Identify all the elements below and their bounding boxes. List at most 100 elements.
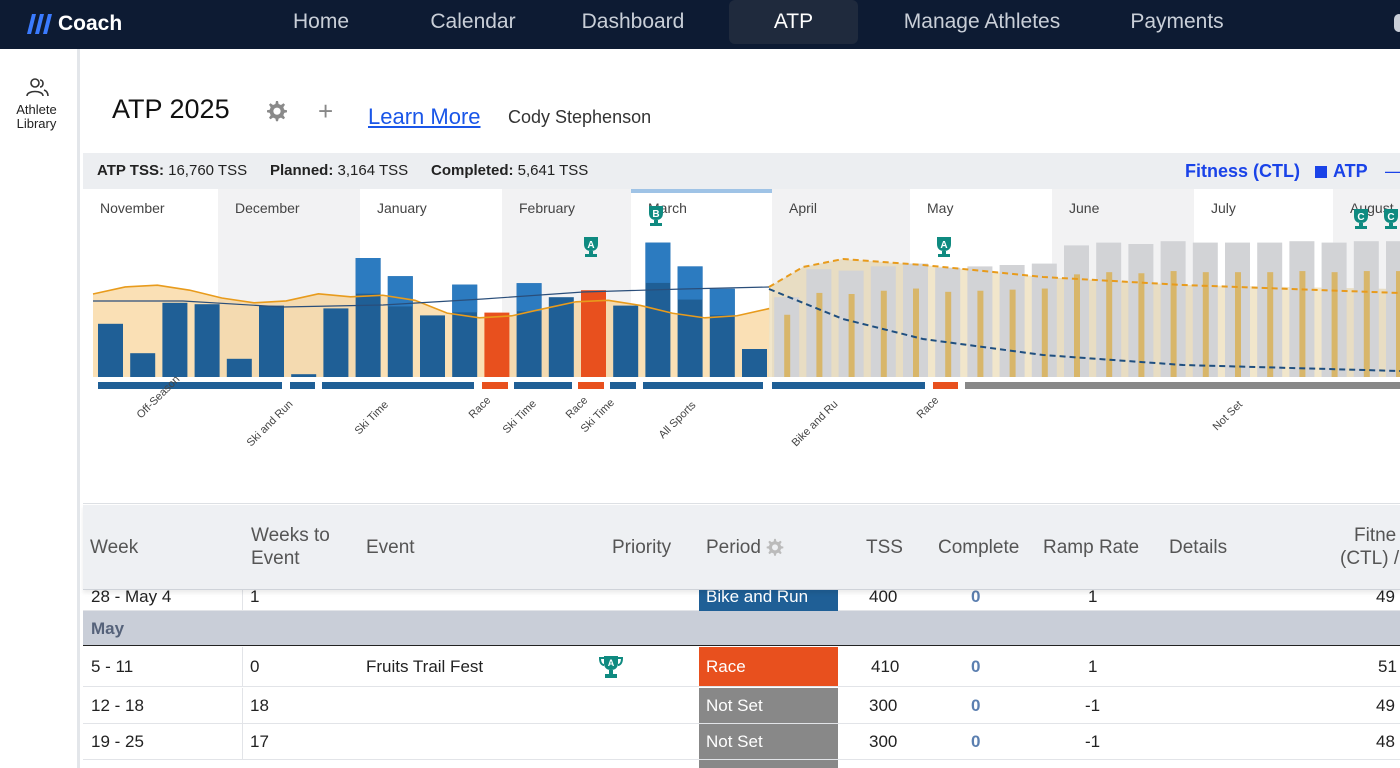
athlete-name: Cody Stephenson bbox=[508, 107, 652, 127]
row-period-cell[interactable]: Not Set bbox=[699, 688, 838, 723]
row-tss[interactable]: 400 bbox=[869, 590, 898, 606]
row-week: 19 - 25 bbox=[91, 732, 144, 751]
race-trophy-icon[interactable]: C bbox=[1354, 209, 1368, 229]
race-trophy-icon[interactable]: A bbox=[937, 237, 951, 257]
period-bar bbox=[933, 382, 958, 389]
race-priority-letter: B bbox=[652, 209, 659, 220]
tss-summary-bar: ATP TSS: 16,760 TSS Planned: 3,164 TSS C… bbox=[83, 153, 1400, 189]
priority-a-trophy-icon: A bbox=[598, 656, 624, 678]
col-details[interactable]: Details bbox=[1169, 537, 1228, 558]
month-label: May bbox=[927, 200, 953, 216]
planned-stat: Planned: 3,164 TSS bbox=[270, 153, 408, 189]
sidebar-label-line1: Athlete bbox=[16, 102, 57, 117]
table-row[interactable]: 12 - 18 18 Not Set 300 0 -1 49 bbox=[83, 688, 1400, 724]
legend-dash: — bbox=[1385, 153, 1400, 189]
app-name: Coach bbox=[58, 12, 123, 35]
col-week[interactable]: Week bbox=[90, 537, 139, 558]
row-tss[interactable]: 300 bbox=[869, 696, 898, 715]
learn-more-link[interactable]: Learn More bbox=[368, 104, 481, 129]
sidebar-label-line2: Library bbox=[16, 116, 57, 131]
add-plus-icon[interactable]: + bbox=[318, 96, 334, 126]
top-navigation-bar: Coach Home Calendar Dashboard ATP Manage… bbox=[0, 0, 1400, 49]
planned-label: Planned: bbox=[270, 162, 334, 179]
period-label: Race bbox=[564, 394, 591, 421]
col-event[interactable]: Event bbox=[366, 537, 415, 558]
table-body: 28 - May 4 1 Bike and Run 400 0 1 49 May… bbox=[83, 590, 1400, 768]
legend-fitness-ctl[interactable]: Fitness (CTL) bbox=[1185, 161, 1300, 181]
nav-home[interactable]: Home bbox=[292, 10, 350, 33]
completed-bar bbox=[291, 374, 317, 377]
period-bar bbox=[610, 382, 636, 389]
app-logo[interactable]: Coach bbox=[26, 9, 122, 39]
current-month-indicator bbox=[631, 189, 772, 193]
col-fitness-line1[interactable]: Fitne bbox=[1354, 525, 1397, 546]
planned-bar-gold bbox=[816, 292, 823, 377]
completed-bar-top bbox=[645, 242, 671, 283]
row-period-cell[interactable]: Not Set bbox=[699, 724, 838, 759]
period-bar bbox=[578, 382, 604, 389]
table-header: Week Weeks to Event Event Priority Perio… bbox=[83, 505, 1400, 590]
row-event[interactable]: Fruits Trail Fest bbox=[366, 657, 484, 676]
table-row[interactable] bbox=[83, 760, 1400, 768]
race-priority-letter: A bbox=[940, 240, 947, 251]
priority-badge-letter: A bbox=[608, 658, 615, 668]
nav-manage-athletes[interactable]: Manage Athletes bbox=[903, 10, 1061, 33]
table-row[interactable]: 19 - 25 17 Not Set 300 0 -1 48 bbox=[83, 724, 1400, 760]
period-settings-gear-icon[interactable] bbox=[765, 538, 785, 558]
form-line bbox=[93, 286, 770, 308]
col-priority[interactable]: Priority bbox=[612, 537, 672, 558]
col-ramp-rate[interactable]: Ramp Rate bbox=[1043, 537, 1140, 558]
race-trophy-icon[interactable]: A bbox=[584, 237, 598, 257]
projected-ctl-line bbox=[768, 288, 1400, 372]
planned-bar-gold bbox=[913, 288, 919, 377]
period-bar bbox=[98, 382, 282, 389]
nav-atp[interactable]: ATP bbox=[729, 0, 858, 44]
row-fitness: 51 bbox=[1378, 657, 1397, 676]
col-complete[interactable]: Complete bbox=[938, 537, 1020, 558]
race-trophy-icon[interactable]: B bbox=[649, 206, 663, 226]
planned-bar-gold bbox=[1267, 272, 1274, 377]
row-period-cell[interactable]: Bike and Run bbox=[699, 590, 838, 611]
planned-bar-gold bbox=[880, 290, 887, 377]
table-row[interactable]: 28 - May 4 1 Bike and Run 400 0 1 49 bbox=[83, 590, 1400, 611]
completed-value: 5,641 TSS bbox=[517, 162, 589, 179]
settings-gear-icon[interactable] bbox=[265, 100, 289, 124]
atp-chart[interactable]: November December January February March Apri… bbox=[83, 189, 1400, 504]
period-label: Ski Time bbox=[501, 398, 539, 436]
period-label: Ski Time bbox=[353, 399, 391, 437]
row-tss[interactable]: 410 bbox=[871, 657, 900, 676]
row-fitness: 49 bbox=[1376, 590, 1395, 606]
planned-bar-gold bbox=[1009, 289, 1016, 377]
race-priority-letter: A bbox=[587, 240, 594, 251]
col-weeks-to-event-line1[interactable]: Weeks to bbox=[251, 525, 330, 546]
period-bar bbox=[290, 382, 315, 389]
nav-dashboard[interactable]: Dashboard bbox=[581, 10, 685, 33]
legend-atp[interactable]: ATP bbox=[1315, 153, 1368, 189]
period-bar bbox=[965, 382, 1400, 389]
completed-bar-top bbox=[387, 276, 413, 307]
col-weeks-to-event-line2[interactable]: Event bbox=[251, 548, 300, 569]
table-row[interactable]: 5 - 11 0 Fruits Trail Fest A Race 410 0 … bbox=[83, 647, 1400, 687]
race-trophy-icon[interactable]: C bbox=[1384, 209, 1398, 229]
nav-payments[interactable]: Payments bbox=[1130, 10, 1224, 33]
row-complete: 0 bbox=[971, 732, 981, 751]
completed-label: Completed: bbox=[431, 162, 514, 179]
nav-calendar[interactable]: Calendar bbox=[430, 10, 516, 33]
sidebar-item-athlete-library[interactable]: Athlete Library bbox=[0, 77, 73, 131]
user-avatar[interactable] bbox=[1394, 14, 1400, 32]
row-fitness: 48 bbox=[1376, 732, 1395, 751]
col-fitness-line2[interactable]: (CTL) / bbox=[1340, 548, 1400, 569]
col-tss[interactable]: TSS bbox=[866, 537, 903, 558]
race-priority-letter: C bbox=[1387, 212, 1394, 223]
planned-bar-gold bbox=[1041, 288, 1048, 377]
planned-bar-gold bbox=[977, 290, 984, 377]
row-tss[interactable]: 300 bbox=[869, 732, 898, 751]
planned-value: 3,164 TSS bbox=[337, 162, 409, 179]
col-period[interactable]: Period bbox=[706, 537, 761, 558]
completed-bar bbox=[484, 312, 510, 377]
planned-bar-gold bbox=[1106, 272, 1113, 377]
row-period-cell[interactable] bbox=[699, 760, 838, 768]
row-period-cell[interactable]: Race bbox=[699, 647, 838, 686]
completed-bar-top bbox=[355, 258, 381, 294]
projected-fitness-line bbox=[768, 257, 1400, 294]
